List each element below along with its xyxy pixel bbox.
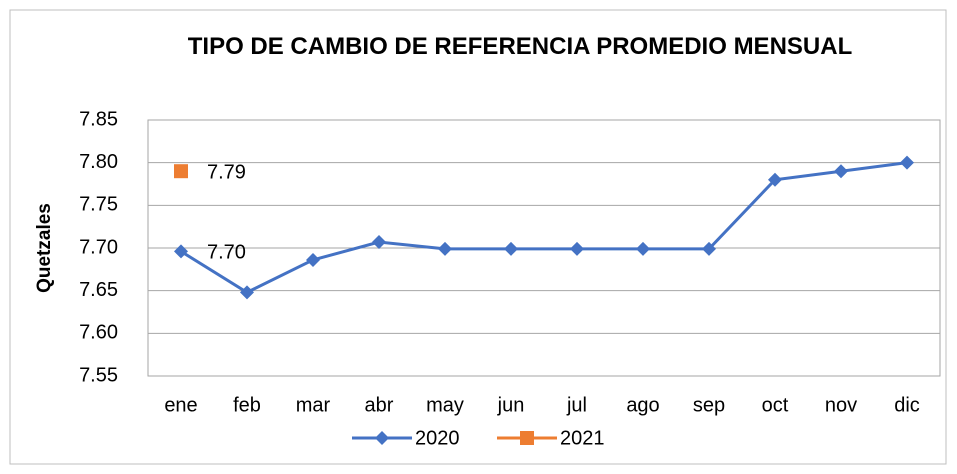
y-tick-label: 7.65 (79, 279, 118, 301)
point (900, 155, 914, 170)
x-tick-label: ago (626, 394, 659, 416)
point (504, 241, 518, 256)
y-axis-label: Quetzales (34, 203, 55, 293)
x-tick-label: sep (693, 394, 725, 416)
point (306, 252, 320, 267)
chart-border (9, 9, 947, 465)
line (180, 161, 908, 295)
x-tick-label: mar (296, 394, 331, 416)
y-tick-label: 7.85 (79, 108, 118, 130)
x-tick-label: oct (762, 394, 789, 416)
point (636, 241, 650, 256)
x-tick-label: may (426, 394, 464, 416)
chart-title: TIPO DE CAMBIO DE REFERENCIA PROMEDIO ME… (187, 33, 853, 60)
x-tick-label: abr (365, 394, 394, 416)
point (702, 241, 716, 256)
point (768, 172, 782, 187)
y-tick-label: 7.60 (79, 322, 118, 344)
point (240, 285, 254, 300)
y-tick-label: 7.75 (79, 194, 118, 216)
data-label: 7.79 (207, 161, 246, 183)
point (438, 241, 452, 256)
x-tick-label: nov (825, 394, 857, 416)
legend-marker (520, 431, 534, 445)
legend-label: 2020 (415, 427, 460, 449)
y-tick-label: 7.55 (79, 364, 118, 386)
point (174, 164, 188, 179)
point (372, 235, 386, 250)
data-label: 7.70 (207, 242, 246, 264)
legend-marker (375, 431, 389, 445)
x-tick-label: dic (894, 394, 920, 416)
point (174, 244, 188, 259)
x-tick-label: jun (497, 394, 525, 416)
point (570, 241, 584, 256)
y-tick-label: 7.80 (79, 151, 118, 173)
x-tick-label: ene (164, 394, 197, 416)
x-tick-label: feb (233, 394, 261, 416)
point (834, 164, 848, 179)
x-tick-label: jul (566, 394, 587, 416)
legend-label: 2021 (560, 427, 605, 449)
y-tick-label: 7.70 (79, 236, 118, 258)
